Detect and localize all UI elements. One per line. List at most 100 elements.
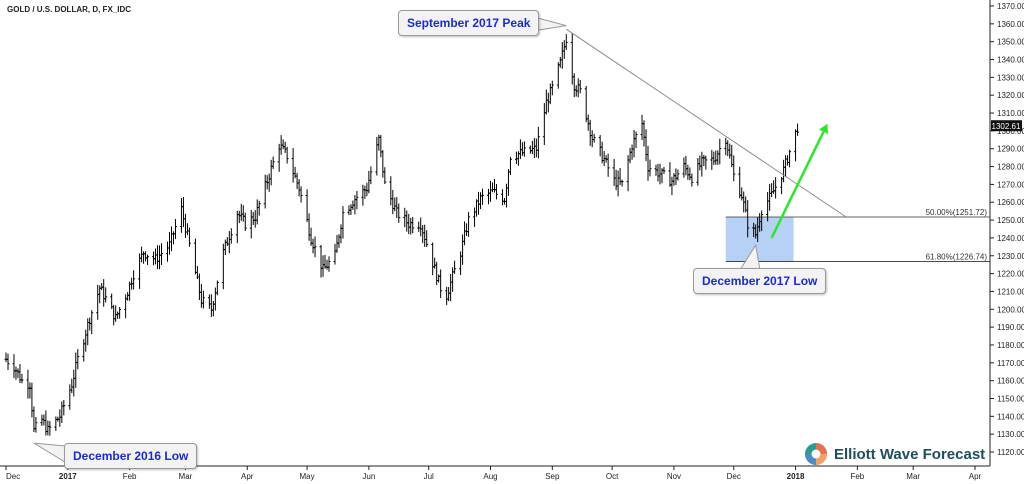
x-tick-label: Feb bbox=[850, 472, 864, 481]
december-2016-low-label: December 2016 Low bbox=[64, 443, 198, 469]
price-bar bbox=[215, 280, 219, 296]
y-tick-label: 1290.00 bbox=[997, 145, 1024, 154]
x-tick-label: Apr bbox=[969, 472, 982, 481]
price-bar bbox=[550, 80, 554, 96]
price-axis: 1120.00 1130.00 1140.00 1150.00 1160.00 1170.… bbox=[990, 2, 1024, 457]
x-tick-label: Dec bbox=[6, 472, 20, 481]
price-bar bbox=[6, 353, 10, 371]
price-bar bbox=[341, 206, 345, 239]
price-bar bbox=[48, 421, 52, 436]
y-tick-label: 1270.00 bbox=[997, 180, 1024, 189]
price-bar bbox=[648, 159, 652, 177]
price-bar bbox=[355, 190, 359, 210]
price-bar bbox=[620, 179, 624, 187]
y-tick-label: 1320.00 bbox=[997, 91, 1024, 100]
x-tick-label: Apr bbox=[241, 472, 254, 481]
price-bar bbox=[411, 216, 415, 234]
september-2017-peak-label: September 2017 Peak bbox=[398, 10, 540, 36]
price-bar bbox=[62, 399, 66, 416]
y-tick-label: 1230.00 bbox=[997, 252, 1024, 261]
fib-618-label: 61.80%(1226.74) bbox=[926, 253, 988, 262]
y-tick-label: 1330.00 bbox=[997, 73, 1024, 82]
price-bar bbox=[383, 167, 387, 185]
december-2017-low-label: December 2017 Low bbox=[693, 268, 827, 294]
price-bar bbox=[718, 138, 722, 165]
price-bar bbox=[564, 34, 568, 50]
x-tick-label: 2017 bbox=[59, 472, 77, 481]
last-price-label: 1302.61 bbox=[992, 122, 1021, 131]
y-tick-label: 1120.00 bbox=[997, 448, 1024, 457]
price-bar bbox=[732, 155, 736, 182]
price-bar bbox=[160, 243, 164, 265]
y-tick-label: 1240.00 bbox=[997, 234, 1024, 243]
y-tick-label: 1280.00 bbox=[997, 163, 1024, 172]
time-axis: Dec 2017 Feb Mar Apr May Jun Jul Aug Sep Oct Nov Dec… bbox=[5, 466, 982, 481]
price-bar bbox=[90, 310, 94, 335]
price-bar bbox=[662, 166, 666, 174]
price-bar bbox=[76, 349, 80, 370]
y-tick-label: 1170.00 bbox=[997, 359, 1024, 368]
last-price-tag: 1302.61 bbox=[991, 120, 1022, 132]
y-tick-label: 1160.00 bbox=[997, 377, 1024, 386]
x-tick-label: Dec bbox=[727, 472, 741, 481]
price-bar bbox=[494, 183, 498, 200]
y-tick-label: 1150.00 bbox=[997, 394, 1024, 403]
price-bar bbox=[425, 230, 429, 248]
x-tick-label: Mar bbox=[179, 472, 193, 481]
price-bar bbox=[201, 290, 205, 309]
price-bar bbox=[746, 200, 750, 238]
price-bar bbox=[173, 219, 177, 240]
price-bar bbox=[467, 212, 471, 237]
trendline bbox=[565, 28, 846, 217]
price-bar bbox=[397, 203, 401, 223]
y-tick-label: 1300.00 bbox=[997, 127, 1024, 136]
price-bar bbox=[327, 256, 331, 272]
price-bar bbox=[788, 149, 792, 168]
price-bar bbox=[20, 373, 24, 384]
price-bar bbox=[453, 260, 457, 274]
y-tick-label: 1250.00 bbox=[997, 216, 1024, 225]
logo: Elliott Wave Forecast bbox=[804, 440, 985, 468]
price-bar bbox=[690, 173, 694, 187]
price-bar bbox=[704, 155, 708, 170]
y-tick-label: 1260.00 bbox=[997, 198, 1024, 207]
y-tick-label: 1350.00 bbox=[997, 38, 1024, 47]
price-bar bbox=[606, 153, 610, 177]
x-tick-label: 2018 bbox=[787, 472, 805, 481]
x-tick-label: Oct bbox=[606, 472, 619, 481]
x-tick-label: May bbox=[300, 472, 315, 481]
price-bar bbox=[592, 133, 596, 143]
y-tick-label: 1360.00 bbox=[997, 20, 1024, 29]
price-bar bbox=[118, 307, 122, 319]
price-bar bbox=[229, 228, 233, 244]
y-tick-label: 1180.00 bbox=[997, 341, 1024, 350]
price-bar bbox=[578, 80, 582, 94]
y-tick-label: 1310.00 bbox=[997, 109, 1024, 118]
fib-50-label: 50.00%(1251.72) bbox=[926, 208, 988, 217]
price-bar bbox=[536, 126, 540, 159]
x-tick-label: Jun bbox=[362, 472, 375, 481]
price-bar bbox=[369, 166, 373, 185]
x-tick-label: Aug bbox=[483, 472, 497, 481]
y-tick-label: 1130.00 bbox=[997, 430, 1024, 439]
price-bar bbox=[508, 156, 512, 176]
price-bar bbox=[271, 156, 275, 169]
price-bar bbox=[522, 141, 526, 157]
logo-icon bbox=[805, 443, 827, 465]
price-bar bbox=[146, 254, 150, 265]
price-bar bbox=[299, 186, 303, 203]
y-tick-label: 1190.00 bbox=[997, 323, 1024, 332]
y-tick-label: 1370.00 bbox=[997, 2, 1024, 11]
price-bar bbox=[439, 269, 443, 299]
price-bar bbox=[104, 287, 108, 303]
price-bar bbox=[760, 210, 764, 232]
price-bar bbox=[313, 236, 317, 258]
price-bar bbox=[257, 200, 261, 216]
x-tick-label: Nov bbox=[667, 472, 681, 481]
x-tick-label: Sep bbox=[545, 472, 560, 481]
x-tick-label: Mar bbox=[906, 472, 920, 481]
price-bar bbox=[774, 177, 778, 199]
price-bar bbox=[796, 123, 800, 136]
